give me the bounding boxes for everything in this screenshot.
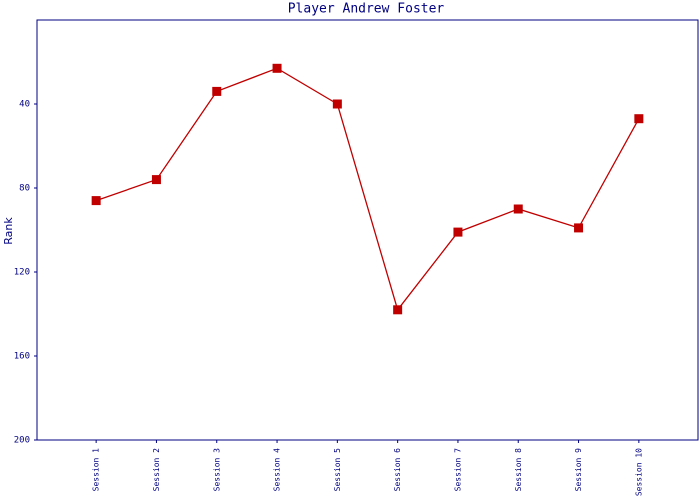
x-tick-label: Session 8 [514,448,523,492]
y-tick-label: 160 [14,352,30,362]
y-tick-label: 80 [19,184,30,194]
x-tick-label: Session 1 [92,448,101,492]
x-tick-label: Session 10 [634,448,643,496]
point [634,114,644,124]
y-tick-label: 200 [14,436,30,446]
point [272,63,282,73]
x-tick-label: Session 5 [333,448,342,492]
x-tick-label: Session 7 [453,448,462,492]
point [513,204,523,214]
point [91,196,101,206]
y-axis-label: Rank [2,217,15,245]
y-tick-label: 120 [14,268,30,278]
line [95,67,640,312]
plot-frame [36,19,699,441]
x-tick-label: Session 2 [152,448,161,492]
point [332,99,342,109]
x-tick-label: Session 4 [273,448,282,492]
x-tick-label: Session 6 [393,448,402,492]
y-tick-label: 40 [19,100,30,110]
point [151,175,161,185]
x-tick-label: Session 3 [212,448,221,492]
point [453,227,463,237]
point [574,223,584,233]
chart-title: Player Andrew Foster [288,2,445,17]
x-tick-label: Session 9 [574,448,583,492]
point [393,305,403,315]
point [212,86,222,96]
